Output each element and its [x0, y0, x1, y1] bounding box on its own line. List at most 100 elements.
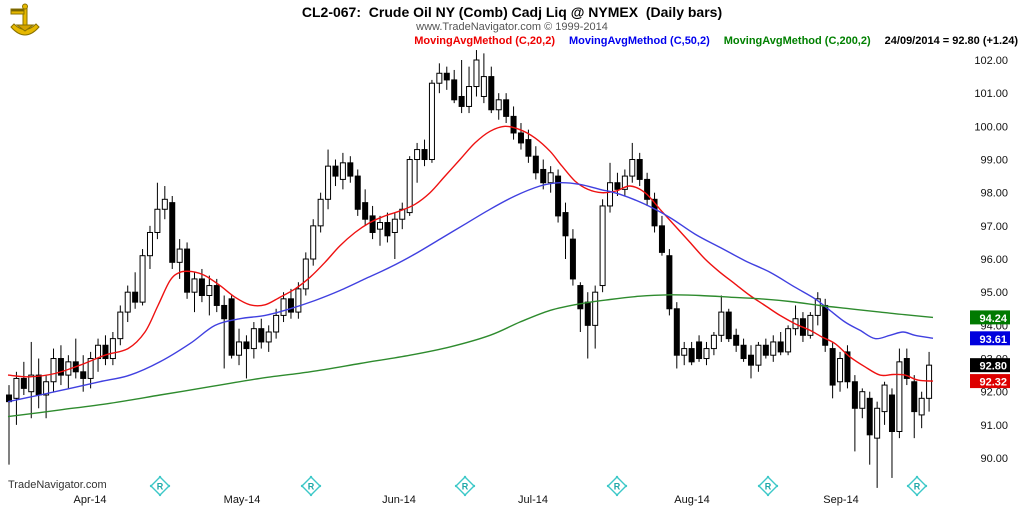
price-badge-last: 92.80	[970, 358, 1010, 373]
candle-down	[666, 249, 673, 316]
candle-up	[918, 391, 925, 429]
candle-down	[132, 272, 139, 309]
candle-down	[696, 335, 703, 362]
candle-down	[287, 288, 294, 319]
candle-up	[377, 215, 383, 246]
candle-up	[302, 252, 309, 296]
svg-text:R: R	[462, 482, 469, 492]
candle-down	[488, 66, 495, 114]
candle-down	[35, 358, 42, 409]
candle-up	[250, 322, 257, 359]
candle-down	[258, 318, 265, 349]
y-axis-tick-label: 92.00	[980, 387, 1008, 399]
candle-down	[451, 69, 458, 104]
candle-up	[399, 202, 406, 230]
registered-diamond-icon: R	[757, 475, 779, 497]
candle-down	[243, 335, 250, 379]
candle-down	[733, 328, 740, 352]
candle-down	[762, 338, 769, 359]
candle-down	[636, 152, 643, 187]
candle-up	[295, 282, 302, 319]
x-axis-month-label: Jul-14	[518, 494, 548, 506]
candle-up	[273, 308, 280, 339]
x-axis-month-label: Sep-14	[823, 494, 858, 506]
svg-text:R: R	[614, 482, 621, 492]
candle-down	[829, 341, 836, 399]
candle-up	[607, 162, 614, 213]
candle-down	[673, 302, 680, 369]
y-axis-tick-label: 98.00	[980, 188, 1008, 200]
candle-down	[221, 295, 228, 369]
candle-down	[102, 335, 109, 366]
candle-up	[466, 66, 473, 114]
candle-up	[592, 285, 599, 349]
price-badge-MA200: 94.24	[970, 310, 1010, 325]
y-axis-tick-label: 90.00	[980, 453, 1008, 465]
candle-up	[339, 152, 346, 190]
candle-down	[517, 123, 524, 150]
candle-down	[614, 172, 621, 196]
candle-down	[213, 278, 220, 313]
svg-text:93.61: 93.61	[979, 334, 1007, 346]
registered-diamond-icon: R	[149, 475, 171, 497]
svg-text:92.80: 92.80	[979, 361, 1007, 373]
candle-up	[28, 341, 35, 419]
candle-down	[562, 202, 569, 260]
candle-up	[807, 312, 814, 339]
svg-text:92.32: 92.32	[979, 377, 1007, 389]
candle-up	[109, 331, 116, 366]
candle-up	[473, 50, 480, 97]
candle-down	[169, 195, 176, 269]
candle-up	[874, 401, 881, 488]
y-axis-tick-label: 95.00	[980, 287, 1008, 299]
candle-up	[117, 305, 124, 346]
candle-up	[428, 79, 435, 163]
candle-down	[369, 205, 376, 240]
candle-down	[362, 189, 369, 226]
candle-down	[525, 129, 532, 163]
candle-up	[881, 381, 888, 425]
candle-down	[740, 338, 747, 362]
candle-up	[896, 348, 903, 439]
candle-up	[703, 341, 710, 366]
candle-down	[888, 388, 895, 478]
candle-down	[354, 169, 361, 216]
candle-down	[644, 172, 651, 206]
candle-down	[57, 345, 64, 386]
candle-up	[621, 169, 628, 196]
candle-down	[503, 93, 510, 124]
candle-up	[414, 142, 421, 183]
candle-up	[755, 341, 762, 372]
candle-up	[13, 371, 20, 425]
candle-down	[569, 229, 576, 286]
ma20-line	[7, 125, 934, 382]
price-badge-MA50: 93.61	[970, 331, 1010, 346]
y-axis-tick-label: 101.00	[974, 88, 1008, 100]
candle-down	[725, 308, 732, 342]
y-axis-tick-label: 99.00	[980, 155, 1008, 167]
candle-down	[332, 159, 339, 187]
candle-down	[20, 361, 27, 396]
candle-up	[310, 219, 317, 266]
candle-up	[859, 388, 866, 419]
x-axis-month-label: May-14	[224, 494, 261, 506]
candle-up	[391, 212, 398, 260]
y-axis-tick-label: 96.00	[980, 254, 1008, 266]
candle-down	[72, 338, 79, 379]
ma200-line	[7, 294, 934, 418]
candle-down	[384, 212, 391, 243]
candle-up	[146, 225, 153, 269]
candle-down	[458, 60, 465, 114]
candle-up	[124, 285, 131, 323]
candle-down	[6, 385, 12, 465]
candle-up	[406, 156, 413, 216]
candle-up	[95, 338, 102, 372]
candle-up	[325, 149, 332, 210]
registered-diamond-icon: R	[606, 475, 628, 497]
y-axis-tick-label: 91.00	[980, 420, 1008, 432]
candle-up	[681, 341, 688, 366]
registered-diamond-icon: R	[300, 475, 322, 497]
candle-down	[688, 341, 695, 366]
